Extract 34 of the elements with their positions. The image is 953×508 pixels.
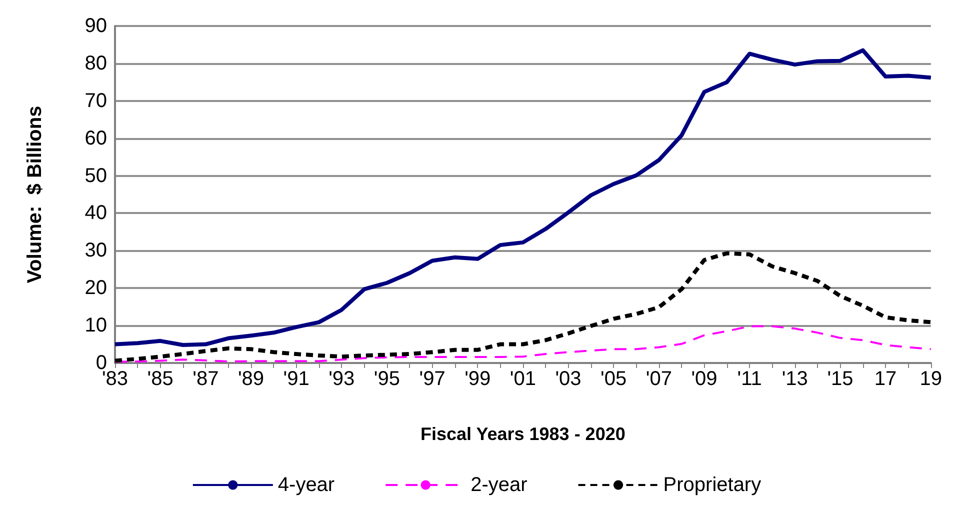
- x-tick-label: '85: [147, 368, 174, 390]
- x-tick-label: '93: [328, 368, 355, 390]
- x-tick-label: 17: [874, 368, 897, 390]
- y-tick-label: 40: [84, 202, 107, 224]
- y-tick-label: 70: [84, 90, 107, 112]
- y-tick-label: 50: [84, 164, 107, 187]
- legend-label: 2-year: [470, 474, 528, 496]
- x-tick-label: '05: [600, 368, 627, 390]
- line-series: [113, 48, 933, 348]
- x-tick-label: '15: [827, 368, 854, 390]
- x-tick-label: '95: [374, 368, 400, 390]
- legend-label: Proprietary: [663, 474, 762, 496]
- y-tick-label: 10: [84, 314, 107, 337]
- x-tick-label: '03: [555, 368, 582, 390]
- x-tick-label: '01: [510, 368, 536, 390]
- x-tick-label: '97: [419, 368, 446, 390]
- x-axis-title: Fiscal Years 1983 - 2020: [420, 424, 626, 444]
- x-tick-label: '11: [737, 368, 762, 390]
- y-axis-title: Volume: $ Billions: [24, 106, 46, 284]
- x-tick-label: 19: [920, 368, 942, 390]
- x-tick-label: '13: [782, 368, 808, 390]
- x-tick-label: '87: [192, 368, 219, 390]
- x-tick-label: '07: [646, 368, 672, 390]
- y-tick-label: 20: [84, 277, 107, 300]
- x-tick-label: '89: [238, 368, 264, 390]
- legend-label: 4-year: [278, 474, 335, 496]
- x-tick-label: '83: [102, 368, 128, 390]
- x-tick-label: '09: [691, 368, 718, 390]
- y-tick-label: 90: [84, 15, 107, 37]
- y-tick-label: 80: [84, 52, 107, 74]
- x-tick-label: '99: [464, 368, 491, 390]
- y-tick-label: 60: [84, 127, 107, 150]
- x-tick-label: '91: [283, 368, 310, 390]
- y-tick-label: 30: [84, 240, 107, 262]
